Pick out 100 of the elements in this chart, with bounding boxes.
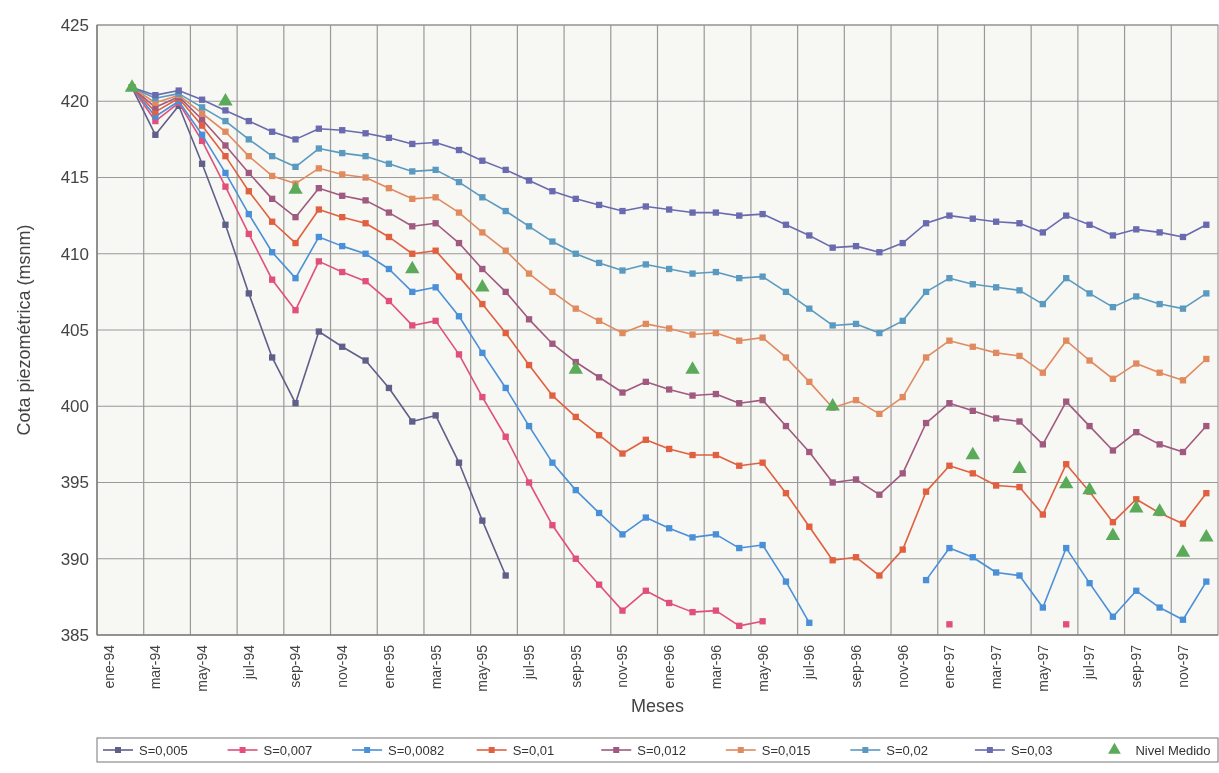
- point: [455, 351, 463, 358]
- point: [432, 139, 439, 146]
- point: [525, 361, 533, 369]
- point: [1156, 369, 1163, 376]
- point: [525, 479, 533, 486]
- point: [339, 192, 346, 199]
- point: [222, 142, 229, 149]
- point: [198, 116, 206, 123]
- point: [619, 531, 626, 538]
- point: [619, 329, 626, 337]
- point: [385, 209, 393, 216]
- point: [829, 557, 836, 564]
- point: [852, 476, 860, 483]
- point: [405, 260, 420, 274]
- x-tick-label: sep-94: [287, 644, 304, 688]
- point: [782, 578, 790, 585]
- point: [1039, 300, 1047, 308]
- point: [595, 317, 603, 325]
- point: [712, 607, 720, 614]
- point: [1179, 377, 1187, 384]
- point: [479, 157, 486, 164]
- point: [315, 328, 323, 335]
- point: [409, 322, 416, 329]
- point: [1133, 293, 1140, 300]
- point: [899, 393, 906, 401]
- point: [619, 207, 626, 215]
- x-tick-label: jul-97: [1081, 644, 1098, 681]
- x-tick-label: may-94: [193, 644, 210, 692]
- point: [759, 541, 766, 549]
- point: [759, 273, 766, 280]
- point: [969, 343, 976, 350]
- point: [806, 232, 813, 239]
- point: [268, 218, 276, 225]
- point: [1203, 221, 1210, 228]
- point: [315, 165, 323, 172]
- x-tick-label: jul-95: [520, 644, 537, 681]
- point: [1016, 287, 1023, 294]
- point: [899, 239, 906, 247]
- point: [992, 482, 1000, 489]
- point: [198, 122, 206, 129]
- point: [852, 242, 860, 250]
- point: [455, 239, 463, 247]
- point: [666, 325, 673, 332]
- y-tick-label: 415: [60, 168, 89, 188]
- legend-label: S=0,012: [637, 742, 687, 758]
- point: [1063, 544, 1070, 552]
- point: [946, 212, 953, 219]
- x-tick-label: ene-97: [941, 644, 958, 689]
- point: [409, 168, 416, 175]
- point: [222, 221, 229, 228]
- point: [1086, 357, 1093, 364]
- point: [1152, 503, 1167, 516]
- point: [736, 400, 743, 407]
- point: [595, 201, 603, 209]
- point: [1039, 511, 1047, 518]
- point: [339, 127, 346, 134]
- point: [736, 544, 743, 552]
- y-tick-label: 390: [60, 549, 89, 569]
- point: [1016, 483, 1023, 491]
- point: [899, 470, 906, 477]
- point: [712, 209, 720, 216]
- point: [992, 218, 1000, 225]
- x-tick-label: nov-94: [334, 644, 351, 688]
- y-tick-label: 425: [60, 15, 89, 35]
- point: [245, 188, 252, 195]
- point: [922, 576, 930, 584]
- point: [222, 128, 229, 135]
- point: [362, 152, 369, 160]
- point: [572, 305, 579, 312]
- point: [689, 392, 696, 399]
- point: [1109, 232, 1117, 239]
- point: [899, 317, 906, 325]
- point: [572, 555, 579, 562]
- point: [268, 152, 276, 160]
- point: [1156, 229, 1163, 236]
- point: [502, 572, 509, 579]
- point: [965, 446, 980, 460]
- point: [572, 486, 579, 494]
- x-tick-label: ene-94: [100, 644, 117, 689]
- point: [689, 331, 696, 338]
- point: [946, 400, 953, 407]
- x-tick-label: mar-94: [147, 644, 164, 690]
- point: [455, 273, 463, 280]
- legend-label: S=0,007: [263, 742, 313, 758]
- point: [432, 317, 439, 325]
- point: [806, 378, 813, 386]
- point: [339, 343, 346, 350]
- point: [549, 288, 556, 296]
- point: [432, 194, 439, 201]
- point: [362, 197, 369, 204]
- x-tick-label: nov-97: [1174, 644, 1191, 688]
- point: [642, 320, 649, 328]
- point: [409, 250, 416, 257]
- point: [525, 223, 533, 230]
- point: [969, 470, 976, 477]
- point: [409, 288, 416, 296]
- point: [642, 514, 649, 521]
- point: [525, 177, 533, 184]
- point: [759, 618, 766, 625]
- point: [198, 104, 206, 111]
